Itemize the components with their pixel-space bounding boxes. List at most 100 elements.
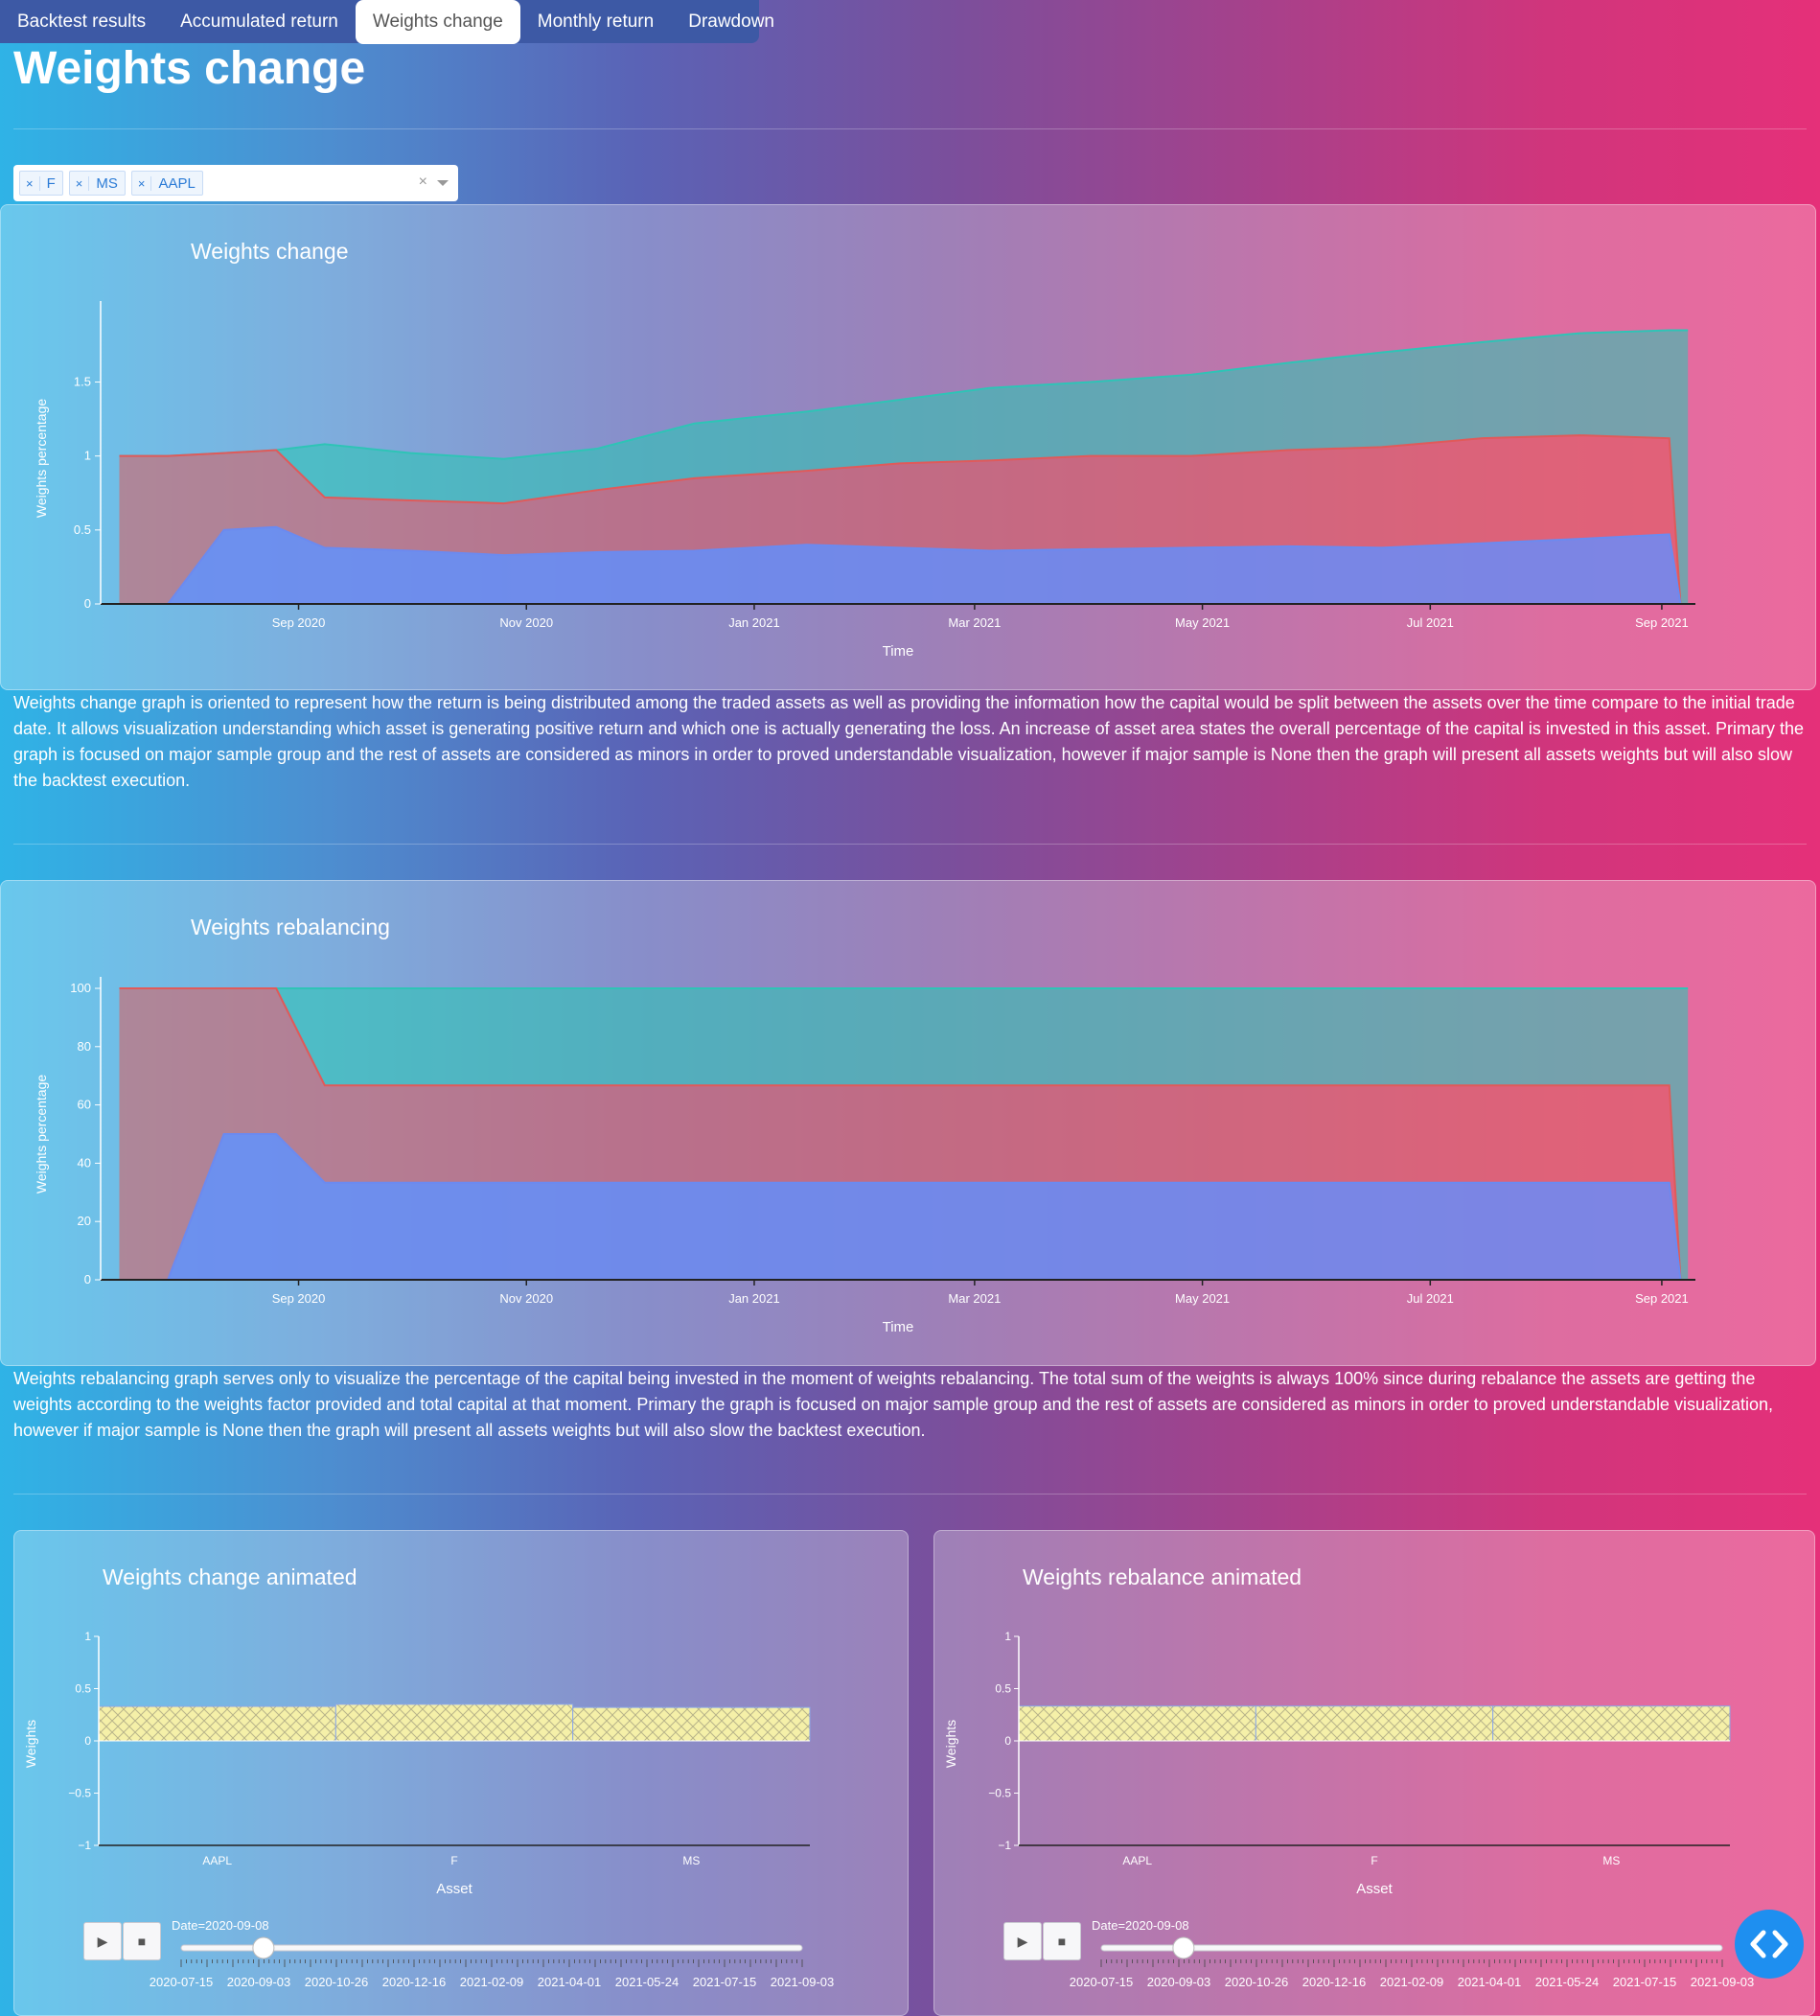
slider-tick-label: 2020-12-16 xyxy=(382,1975,447,1989)
area-series-aapl xyxy=(119,526,1689,604)
remove-chip-icon[interactable]: × xyxy=(70,175,90,191)
y-axis-title: Weights percentage xyxy=(34,1075,49,1193)
chip-label: MS xyxy=(96,174,118,192)
x-tick-label: Sep 2020 xyxy=(272,1291,326,1306)
y-tick-label: 0 xyxy=(84,1734,91,1748)
weights-change-animated-chart: AAPL F MS 1 0.5 0 −0.5 −1 Asset Weights 2020-07-15… xyxy=(23,1630,835,1989)
x-tick-label: AAPL xyxy=(1122,1854,1152,1867)
slider-rail xyxy=(180,1944,803,1952)
slider-current-date: Date=2020-09-08 xyxy=(172,1918,269,1933)
x-tick-label: MS xyxy=(682,1854,700,1867)
remove-chip-icon[interactable]: × xyxy=(20,175,40,191)
area-series-aapl xyxy=(119,1134,1689,1280)
y-tick-label: −1 xyxy=(998,1839,1011,1852)
play-button[interactable]: ▶ xyxy=(1003,1922,1042,1960)
y-tick-label: 0 xyxy=(84,596,91,611)
chip-label: F xyxy=(46,174,56,192)
y-tick-label: 0.5 xyxy=(74,522,91,537)
x-tick-label: Sep 2020 xyxy=(272,615,326,630)
x-tick-label: Sep 2021 xyxy=(1635,615,1689,630)
slider-tick-label: 2021-05-24 xyxy=(1535,1975,1600,1989)
tab-backtest-results[interactable]: Backtest results xyxy=(17,12,147,32)
slider-tick-label: 2021-02-09 xyxy=(460,1975,524,1989)
slider-current-date: Date=2020-09-08 xyxy=(1092,1918,1189,1933)
area-series-ms xyxy=(119,330,1689,604)
slider-tick-label: 2021-09-03 xyxy=(1691,1975,1755,1989)
slider-tick-label: 2020-09-03 xyxy=(1147,1975,1211,1989)
x-tick-label: Nov 2020 xyxy=(499,615,553,630)
weights-change-chart: Sep 2020 Nov 2020 Jan 2021 Mar 2021 May 2021… xyxy=(34,301,1695,660)
area-series-f xyxy=(119,435,1689,604)
chart-title: Weights rebalance animated xyxy=(1023,1564,1302,1589)
y-axis-title: Weights percentage xyxy=(34,399,49,518)
slider-tick-label: 2021-04-01 xyxy=(1458,1975,1522,1989)
weights-rebalance-animated-card: Weights rebalance animated AAPL F MS 1 0.5 0 −… xyxy=(933,1530,1815,2016)
y-tick-label: 0.5 xyxy=(995,1682,1011,1696)
bar-f xyxy=(334,1703,574,1742)
series-line-aapl xyxy=(119,1133,1689,1281)
divider xyxy=(13,128,1807,129)
y-tick-label: 40 xyxy=(78,1155,91,1170)
y-tick-label: 0 xyxy=(1004,1734,1011,1748)
bar-f xyxy=(1255,1705,1494,1742)
y-tick-label: −1 xyxy=(78,1839,91,1852)
chart-title: Weights rebalancing xyxy=(191,915,390,939)
x-tick-label: Jan 2021 xyxy=(728,615,780,630)
y-tick-label: −0.5 xyxy=(68,1787,91,1800)
slider-tick-label: 2020-09-03 xyxy=(227,1975,291,1989)
stop-button[interactable]: ■ xyxy=(1043,1922,1081,1960)
y-tick-label: 1 xyxy=(84,449,91,463)
stop-button[interactable]: ■ xyxy=(123,1922,161,1960)
x-axis-title: Asset xyxy=(436,1881,472,1897)
weights-change-description: Weights change graph is oriented to repr… xyxy=(13,693,1805,790)
chip-label: AAPL xyxy=(158,174,196,192)
weights-change-animated-card: Weights change animated AAPL F MS 1 0.5 0 −0.5… xyxy=(13,1530,909,2016)
slider-handle[interactable] xyxy=(252,1936,275,1959)
slider-tick-label: 2021-09-03 xyxy=(771,1975,835,1989)
x-tick-label: Jan 2021 xyxy=(728,1291,780,1306)
y-tick-label: 20 xyxy=(78,1214,91,1228)
remove-chip-icon[interactable]: × xyxy=(132,175,152,191)
chart-title: Weights change animated xyxy=(103,1564,357,1589)
clear-selection-icon[interactable]: × xyxy=(418,174,427,190)
tab-drawdown[interactable]: Drawdown xyxy=(688,12,774,32)
x-tick-label: Jul 2021 xyxy=(1407,1291,1454,1306)
series-line-f xyxy=(119,434,1689,605)
slider-tick-label: 2021-05-24 xyxy=(615,1975,680,1989)
page-title: Weights change xyxy=(13,43,366,94)
weights-change-card: Weights change Sep 2020 Nov 2020 Jan 2021 M… xyxy=(0,204,1816,690)
x-tick-label: F xyxy=(1371,1854,1377,1867)
slider-tick-label: 2020-07-15 xyxy=(1070,1975,1134,1989)
y-tick-label: 1.5 xyxy=(74,375,91,389)
bar-ms xyxy=(572,1706,811,1742)
slider-handle[interactable] xyxy=(1172,1936,1195,1959)
area-series-f xyxy=(119,988,1689,1280)
x-tick-label: F xyxy=(450,1854,457,1867)
chart-title: Weights change xyxy=(191,239,349,264)
chevron-down-icon[interactable] xyxy=(437,180,449,186)
weights-rebalance-animated-chart: AAPL F MS 1 0.5 0 −0.5 −1 Asset Weights 2020-07-15… xyxy=(943,1630,1755,1989)
x-tick-label: Mar 2021 xyxy=(948,1291,1001,1306)
y-tick-label: 100 xyxy=(70,981,91,995)
slider-tick-label: 2020-07-15 xyxy=(150,1975,214,1989)
slider-tick-label: 2020-10-26 xyxy=(305,1975,369,1989)
tab-weights-change[interactable]: Weights change xyxy=(355,0,520,44)
series-line-f xyxy=(119,987,1689,1281)
slider-tick-label: 2021-07-15 xyxy=(693,1975,757,1989)
tab-accumulated-return[interactable]: Accumulated return xyxy=(180,12,338,32)
series-line-ms xyxy=(119,329,1689,460)
series-line-aapl xyxy=(119,525,1689,605)
y-axis-title: Weights xyxy=(943,1720,958,1768)
play-button[interactable]: ▶ xyxy=(83,1922,122,1960)
y-tick-label: 0.5 xyxy=(75,1682,91,1696)
y-tick-label: 1 xyxy=(1004,1630,1011,1643)
asset-multiselect[interactable]: × F × MS × AAPL × xyxy=(13,165,458,201)
x-tick-label: Sep 2021 xyxy=(1635,1291,1689,1306)
tab-monthly-return[interactable]: Monthly return xyxy=(537,12,655,32)
y-tick-label: −0.5 xyxy=(988,1787,1011,1800)
slider-tick-label: 2021-04-01 xyxy=(538,1975,602,1989)
y-tick-label: 80 xyxy=(78,1039,91,1054)
toggle-code-button[interactable] xyxy=(1735,1910,1804,1979)
slider-tick-label: 2020-10-26 xyxy=(1225,1975,1289,1989)
slider-tick-label: 2021-02-09 xyxy=(1380,1975,1444,1989)
